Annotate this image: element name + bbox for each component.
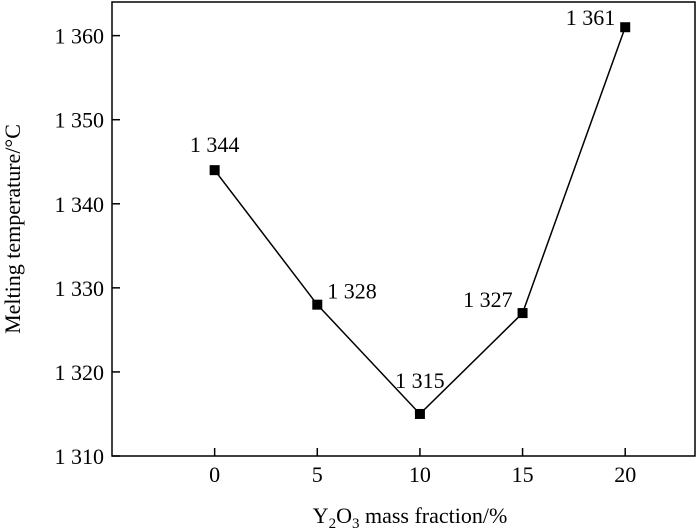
y-tick-label: 1 320 bbox=[55, 360, 105, 385]
y-tick-label: 1 350 bbox=[55, 108, 105, 133]
data-labels: 1 344 1 328 1 315 1 327 1 361 bbox=[190, 5, 615, 393]
data-label: 1 344 bbox=[190, 132, 240, 157]
y-axis-ticks: 1 310 1 320 1 330 1 340 1 350 1 360 bbox=[55, 24, 120, 469]
x-tick-label: 5 bbox=[312, 462, 323, 487]
data-label: 1 327 bbox=[463, 287, 513, 312]
data-label: 1 328 bbox=[327, 279, 377, 304]
x-tick-label: 20 bbox=[614, 462, 636, 487]
series-line bbox=[209, 22, 631, 419]
data-point-marker bbox=[312, 299, 323, 310]
x-axis-title: Y2O3 mass fraction/% bbox=[313, 503, 508, 531]
data-point-marker bbox=[209, 165, 220, 176]
data-point-marker bbox=[517, 308, 528, 319]
y-tick-label: 1 310 bbox=[55, 444, 105, 469]
y-axis-title: Melting temperature/°C bbox=[0, 124, 25, 334]
data-label: 1 361 bbox=[566, 5, 616, 30]
series-polyline bbox=[214, 26, 626, 416]
data-label: 1 315 bbox=[395, 368, 445, 393]
x-tick-label: 10 bbox=[409, 462, 431, 487]
x-tick-label: 0 bbox=[209, 462, 220, 487]
x-axis-ticks: 0 5 10 15 20 bbox=[209, 448, 636, 487]
x-tick-label: 15 bbox=[512, 462, 534, 487]
y-tick-label: 1 360 bbox=[55, 24, 105, 49]
y-tick-label: 1 330 bbox=[55, 276, 105, 301]
data-point-marker bbox=[414, 408, 425, 419]
data-point-marker bbox=[620, 22, 631, 33]
plot-frame bbox=[111, 1, 696, 457]
y-tick-label: 1 340 bbox=[55, 192, 105, 217]
